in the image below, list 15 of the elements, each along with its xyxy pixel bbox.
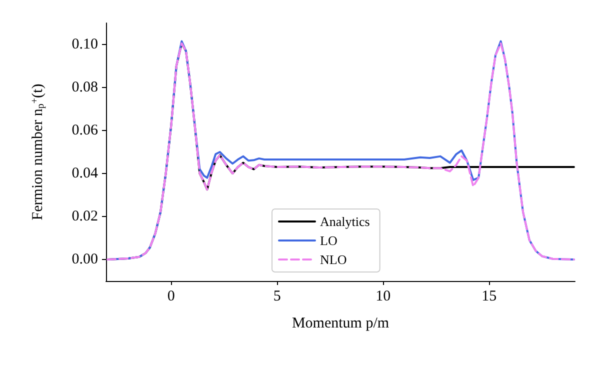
x-tick-label: 0: [167, 288, 175, 304]
x-tick-label: 15: [482, 288, 497, 304]
x-tick-label: 10: [376, 288, 391, 304]
y-tick-label: 0.02: [72, 208, 98, 224]
x-tick-label: 5: [273, 288, 281, 304]
y-tick-label: 0.10: [72, 36, 98, 52]
legend-label: Analytics: [320, 214, 370, 229]
y-tick-label: 0.06: [72, 122, 98, 138]
legend-label: LO: [320, 233, 338, 248]
y-tick-label: 0.04: [72, 166, 98, 182]
x-axis-title: Momentum p/m: [292, 316, 390, 332]
legend-label: NLO: [320, 252, 347, 267]
y-tick-label: 0.00: [72, 252, 98, 268]
y-tick-label: 0.08: [72, 80, 98, 96]
y-axis-title: Fermion number np+(t): [30, 84, 46, 220]
